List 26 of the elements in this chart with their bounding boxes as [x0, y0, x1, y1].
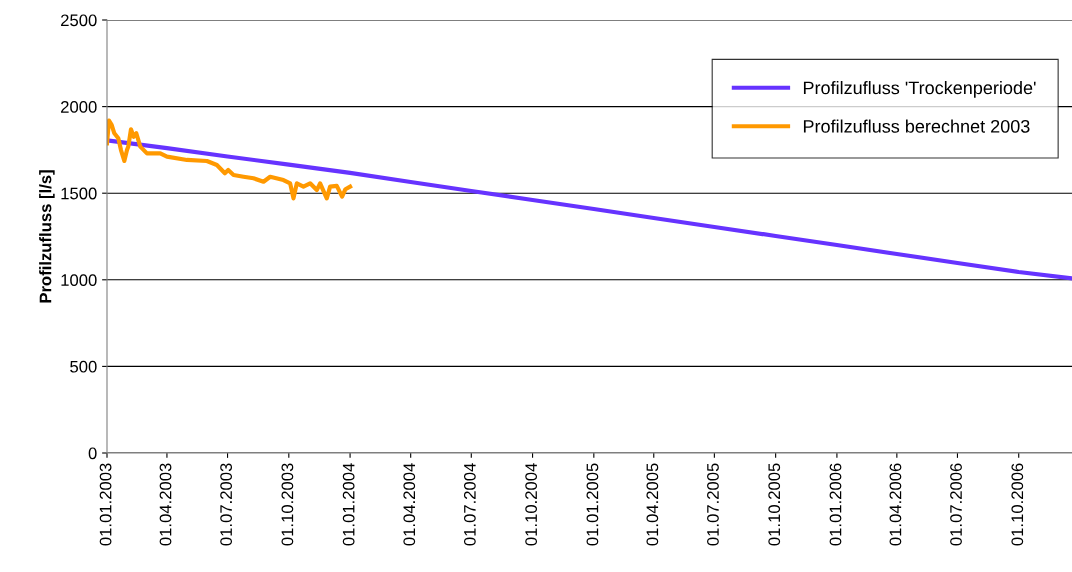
x-tick-label: 01.10.2006	[1011, 463, 1024, 546]
x-tick-label: 01.01.2004	[342, 463, 355, 546]
y-tick-label: 1000	[61, 274, 97, 286]
x-tick-label: 01.07.2003	[220, 463, 233, 546]
legend-label: Profilzufluss 'Trockenperiode'	[803, 81, 1036, 98]
x-tick-label: 01.10.2004	[525, 463, 538, 546]
x-tick-label: 01.04.2004	[403, 463, 416, 546]
x-tick-label: 01.01.2003	[99, 463, 112, 546]
x-tick-label: 01.07.2005	[707, 463, 719, 546]
y-tick-label: 1500	[61, 187, 97, 200]
y-tick-label: 2000	[61, 101, 97, 113]
x-tick-label: 01.01.2005	[586, 463, 599, 546]
y-tick-label: 0	[88, 447, 97, 460]
x-tick-label: 01.04.2006	[889, 463, 902, 546]
y-tick-label: 2500	[61, 14, 97, 27]
x-tick-label: 01.10.2005	[768, 463, 781, 546]
x-tick-label: 01.07.2004	[463, 463, 476, 546]
x-tick-label: 01.04.2003	[159, 463, 172, 546]
x-tick-label: 01.07.2006	[950, 463, 962, 546]
x-tick-label: 01.10.2003	[281, 463, 294, 546]
x-tick-label: 01.01.2006	[829, 463, 842, 546]
x-tick-label: 01.04.2005	[646, 463, 659, 546]
legend-label: Profilzufluss berechnet 2003	[803, 119, 1030, 133]
y-tick-label: 500	[70, 360, 97, 373]
y-axis-title: Profilzufluss [l/s]	[39, 170, 55, 303]
line-series	[107, 118, 353, 201]
